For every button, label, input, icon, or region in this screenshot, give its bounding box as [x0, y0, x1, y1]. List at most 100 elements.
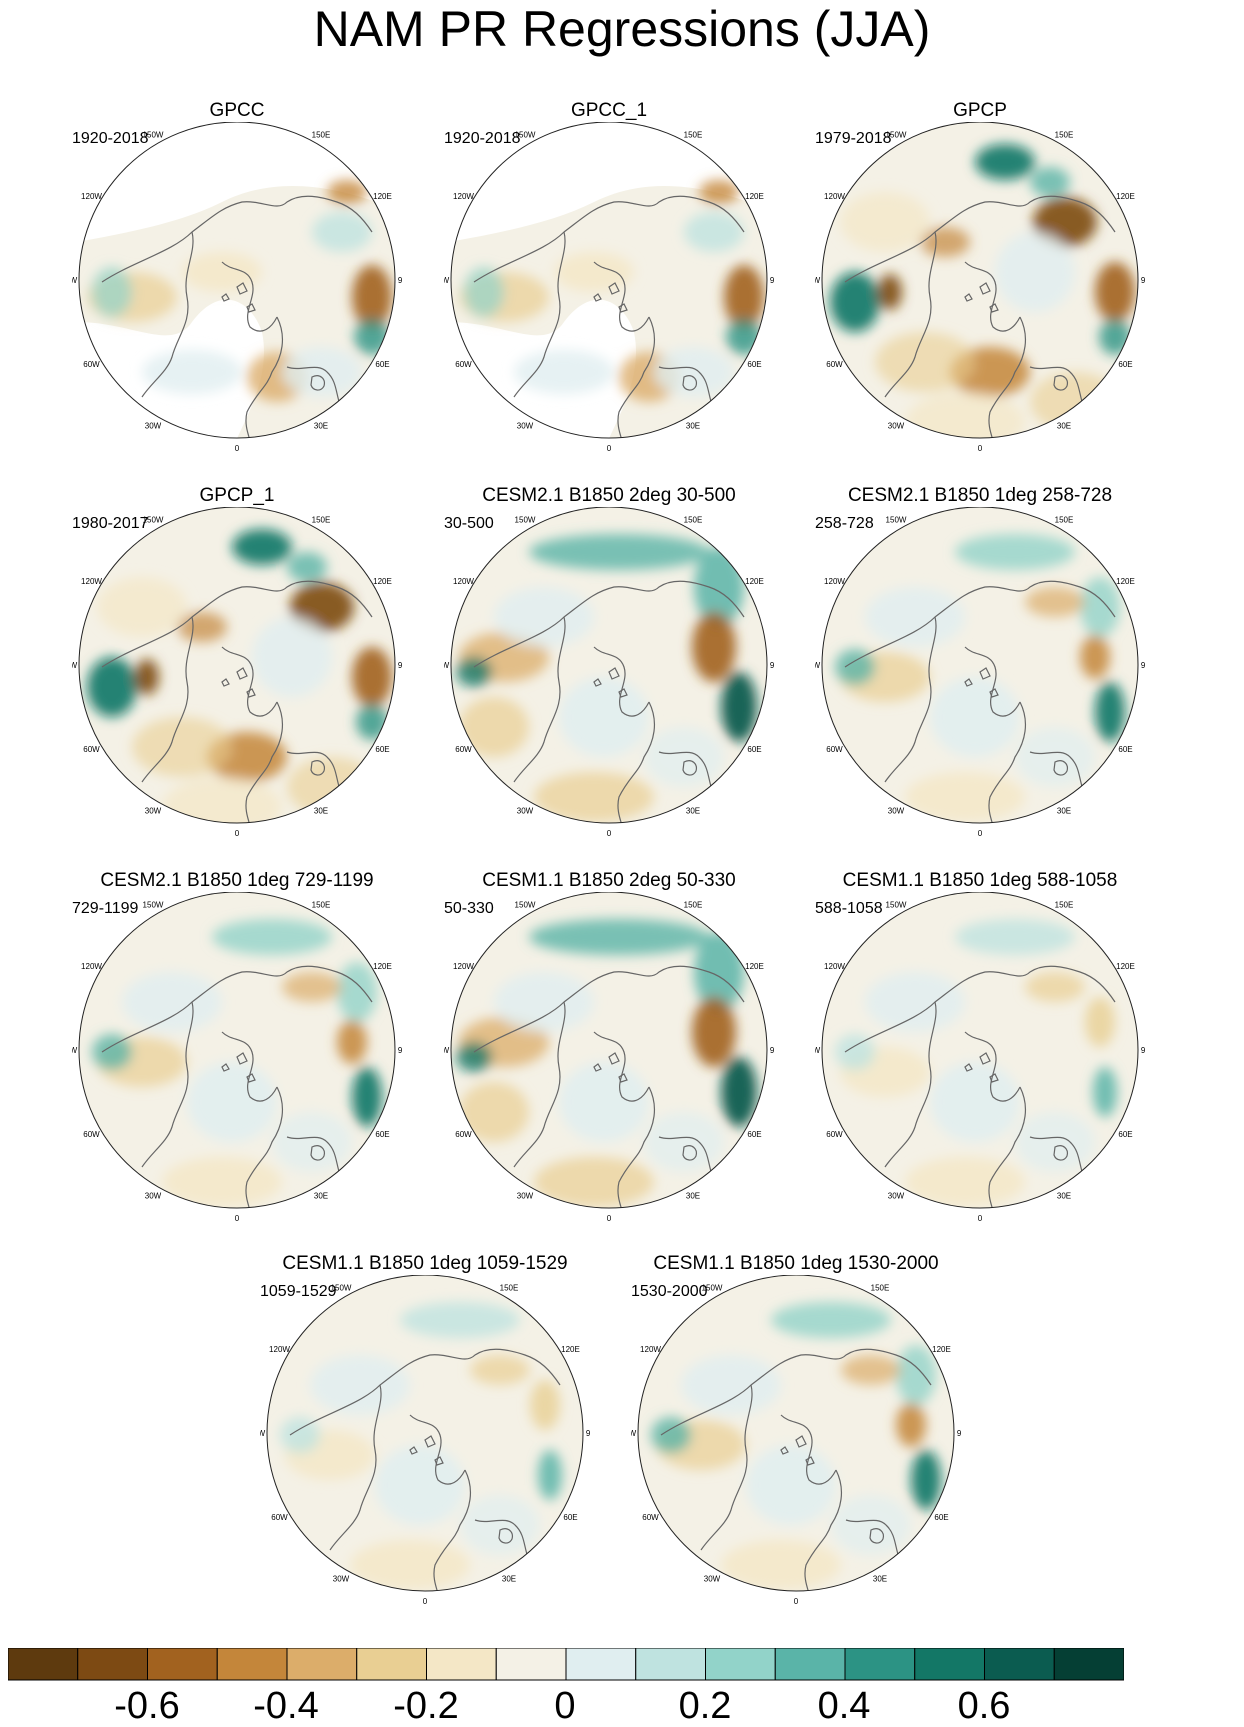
longitude-label: 60E — [375, 745, 389, 754]
colorbar-label: 0.4 — [817, 1685, 871, 1727]
panel-period: 1980-2017 — [72, 515, 149, 532]
longitude-label: 120E — [373, 577, 392, 586]
anomaly-blob — [771, 1302, 891, 1338]
anomaly-blob — [514, 350, 614, 394]
longitude-label: 150W — [515, 131, 536, 140]
map-border — [78, 892, 396, 1209]
map-panel: CESM2.1 B1850 1deg 258-728258-728180150E… — [815, 485, 1145, 855]
anomaly-blob — [459, 1082, 529, 1142]
anomaly-blob — [830, 272, 880, 332]
longitude-label: 150W — [886, 131, 907, 140]
coastlines — [844, 965, 1116, 1208]
longitude-label: 120E — [1116, 192, 1135, 201]
longitude-label: 120E — [373, 192, 392, 201]
panel-title: CESM1.1 B1850 1deg 588-1058 — [842, 870, 1118, 891]
longitude-label: 150W — [886, 516, 907, 525]
polar-map: 180150E120E90E60E30E030W60W90W120W150W — [444, 892, 774, 1223]
colorbar-swatch — [705, 1648, 776, 1681]
colorbar-swatch — [565, 1648, 637, 1681]
longitude-label: 30E — [314, 1191, 328, 1200]
longitude-label: 120E — [1116, 962, 1135, 971]
colorbar-label: -0.6 — [114, 1685, 180, 1727]
longitude-label: 0 — [235, 1214, 240, 1223]
longitude-label: 90E — [770, 1046, 774, 1055]
anomaly-blob — [692, 612, 736, 682]
anomaly-blob — [1015, 727, 1095, 787]
longitude-label: 90E — [957, 1429, 961, 1438]
colorbar-swatch — [984, 1648, 1055, 1681]
coastlines — [101, 195, 373, 438]
longitude-label: 0 — [607, 829, 612, 838]
anomaly-blob — [312, 212, 372, 252]
coastlines — [101, 965, 373, 1208]
longitude-label: 60E — [934, 1513, 948, 1522]
anomaly-blob — [835, 1034, 875, 1070]
anomaly-pattern — [835, 534, 1125, 822]
anomaly-blob — [896, 1345, 936, 1405]
longitude-label: 0 — [607, 1214, 612, 1223]
anomaly-blob — [1033, 197, 1097, 247]
map-panel: CESM2.1 B1850 1deg 729-1199729-119918015… — [72, 870, 402, 1240]
colorbar-label: 0.2 — [678, 1685, 732, 1727]
longitude-label: 30W — [145, 421, 162, 430]
colorbar-swatch — [77, 1648, 148, 1681]
panel-period: 1979-2018 — [815, 130, 892, 147]
longitude-label: 150W — [702, 1284, 723, 1293]
longitude-label: 30W — [517, 421, 534, 430]
panel-period: 729-1199 — [72, 900, 139, 917]
longitude-label: 60E — [1118, 360, 1132, 369]
anomaly-blob — [162, 1157, 282, 1207]
panel-period: 1059-1529 — [260, 1283, 337, 1300]
anomaly-blob — [280, 1417, 320, 1453]
map-border — [450, 507, 768, 824]
panel-title: CESM2.1 B1850 2deg 30-500 — [482, 485, 736, 506]
map-panel: GPCC_11920-2018180150E120E90E60E30E030W6… — [444, 100, 774, 470]
longitude-label: 150E — [312, 131, 331, 140]
anomaly-blob — [538, 1450, 562, 1500]
land-field — [451, 185, 767, 438]
longitude-label: 150W — [331, 1284, 352, 1293]
anomaly-blob — [282, 347, 362, 397]
anomaly-blob — [875, 332, 975, 392]
longitude-label: 60W — [826, 745, 843, 754]
anomaly-blob — [905, 1157, 1025, 1207]
map-panel: GPCC1920-2018180150E120E90E60E30E030W60W… — [72, 100, 402, 470]
anomaly-blob — [282, 972, 342, 1002]
longitude-label: 60W — [83, 745, 100, 754]
anomaly-blob — [327, 180, 367, 204]
panel-title: CESM2.1 B1850 1deg 729-1199 — [100, 870, 374, 891]
anomaly-blob — [955, 534, 1075, 570]
anomaly-blob — [290, 582, 354, 632]
longitude-label: 30W — [333, 1574, 350, 1583]
longitude-label: 60W — [455, 1130, 472, 1139]
map-panel: GPCP1979-2018180150E120E90E60E30E030W60W… — [815, 100, 1145, 470]
anomaly-blob — [975, 144, 1035, 180]
anomaly-blob — [1015, 1112, 1095, 1172]
anomaly-blob — [841, 1355, 901, 1385]
anomaly-pattern — [280, 1302, 562, 1590]
longitude-label: 120W — [81, 192, 102, 201]
anomaly-blob — [955, 919, 1075, 955]
colorbar-swatch — [426, 1648, 497, 1681]
map-border — [78, 122, 396, 439]
anomaly-blob — [494, 587, 594, 647]
anomaly-blob — [132, 717, 232, 777]
anomaly-blob — [905, 772, 1025, 822]
longitude-label: 30W — [888, 806, 905, 815]
colorbar-swatch — [635, 1648, 706, 1681]
anomaly-blob — [529, 919, 709, 955]
anomaly-blob — [92, 267, 132, 317]
anomaly-blob — [896, 1403, 926, 1447]
longitude-label: 30W — [888, 421, 905, 430]
panel-title: CESM2.1 B1850 1deg 258-728 — [847, 485, 1113, 506]
anomaly-blob — [911, 1450, 941, 1510]
longitude-label: 0 — [607, 444, 612, 453]
anomaly-blob — [694, 932, 744, 1012]
longitude-label: 0 — [235, 829, 240, 838]
polar-map: 180150E120E90E60E30E030W60W90W120W150W — [72, 507, 402, 838]
longitude-label: 150E — [500, 1284, 519, 1293]
longitude-label: 60E — [747, 1130, 761, 1139]
anomaly-blob — [272, 1112, 352, 1172]
longitude-label: 120W — [824, 192, 845, 201]
polar-map: 180150E120E90E60E30E030W60W90W120W150W — [72, 122, 402, 453]
